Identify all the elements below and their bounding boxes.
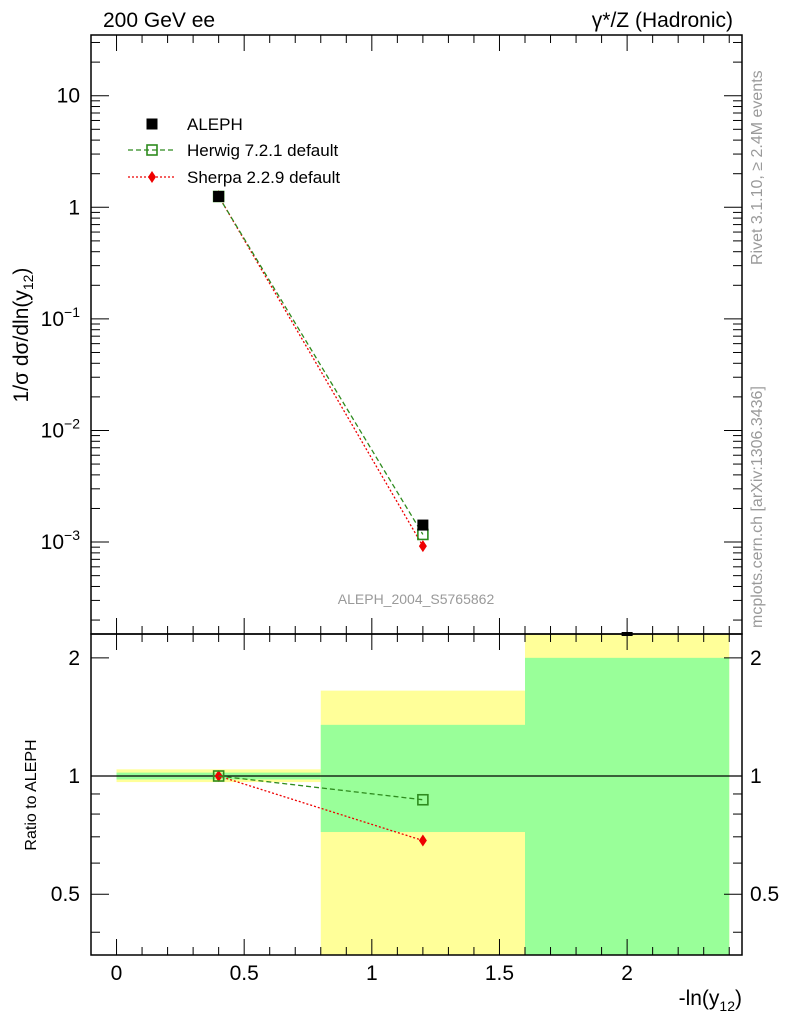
y-tick-label: 1 <box>68 196 80 219</box>
x-axis-title: -ln(y12) <box>679 987 742 1014</box>
process-title: γ*/Z (Hadronic) <box>592 9 733 32</box>
ratio-y-tick-label-right: 2 <box>750 647 762 670</box>
x-tick-label: 1.5 <box>485 962 514 985</box>
svg-text:mcplots.cern.ch [arXiv:1306.34: mcplots.cern.ch [arXiv:1306.3436] <box>749 386 766 628</box>
series-marker-2-1 <box>418 540 427 553</box>
band-green-1 <box>320 724 525 833</box>
legend-label-2: Sherpa 2.2.9 default <box>187 168 340 187</box>
y-tick-label: 10 <box>57 85 80 108</box>
legend-marker-1 <box>146 144 158 156</box>
x-tick-label: 2 <box>621 962 633 985</box>
svg-text:Rivet 3.1.10, ≥ 2.4M events: Rivet 3.1.10, ≥ 2.4M events <box>749 70 766 265</box>
analysis-watermark: ALEPH_2004_S5765862 <box>338 591 495 607</box>
legend-marker-2 <box>148 171 156 183</box>
ratio-y-tick-label-left: 2 <box>68 647 80 670</box>
series-marker-0-0 <box>213 190 225 202</box>
y-tick-label: 10−3 <box>41 527 81 554</box>
svg-text:Ratio to ALEPH: Ratio to ALEPH <box>23 739 40 850</box>
ratio-y-tick-label-right: 1 <box>750 765 762 788</box>
series-marker-1-1 <box>417 528 429 541</box>
ratio-y-tick-label-left: 0.5 <box>51 883 80 906</box>
energy-title: 200 GeV ee <box>103 9 215 32</box>
series-line-2 <box>218 195 424 547</box>
legend: ALEPH Herwig 7.2.1 default Sherpa 2.2.9 de… <box>128 115 340 187</box>
ratio-y-tick-label-right: 0.5 <box>750 883 779 906</box>
series-line-0 <box>218 775 423 801</box>
rivet-label: Rivet 3.1.10, ≥ 2.4M events <box>749 70 766 265</box>
mcplots-label: mcplots.cern.ch [arXiv:1306.3436] <box>749 386 766 628</box>
x-tick-label: 0 <box>111 962 123 985</box>
series-marker-1-1 <box>418 834 427 847</box>
x-tick-label: 0.5 <box>230 962 259 985</box>
series-marker-0-0 <box>212 770 225 782</box>
legend-marker-0 <box>146 118 158 130</box>
series-marker-0-2 <box>621 632 633 636</box>
series-marker-0-1 <box>417 793 429 806</box>
ratio-uncertainty-bands <box>116 634 730 955</box>
main-y-tick-labels: 10−3 10−2 10−1 1 10 <box>41 85 81 554</box>
main-y-axis-title: 1/σ dσ/dln(y12) <box>10 268 36 403</box>
ratio-plot-frame <box>90 633 743 956</box>
band-green-2 <box>525 657 730 955</box>
main-axis-ticks <box>91 35 742 634</box>
series-marker-0-1 <box>417 519 429 531</box>
x-tick-label: 1 <box>366 962 378 985</box>
legend-label-1: Herwig 7.2.1 default <box>187 141 338 160</box>
ratio-axis-ticks <box>91 634 742 955</box>
ratio-series-layer <box>212 770 429 847</box>
ratio-y-tick-label-left: 1 <box>68 765 80 788</box>
legend-label-0: ALEPH <box>187 115 243 134</box>
y-tick-label: 10−1 <box>41 304 81 331</box>
y-tick-label: 10−2 <box>41 415 81 442</box>
series-line-1 <box>218 196 424 535</box>
main-series-layer <box>212 190 633 636</box>
svg-text:1/σ dσ/dln(y12): 1/σ dσ/dln(y12) <box>10 268 36 403</box>
ratio-y-tick-labels: 0.5 0.5 1 1 2 2 <box>51 647 779 906</box>
x-tick-labels: 0 0.5 1 1.5 2 <box>111 962 633 985</box>
ratio-y-axis-title: Ratio to ALEPH <box>23 739 40 850</box>
